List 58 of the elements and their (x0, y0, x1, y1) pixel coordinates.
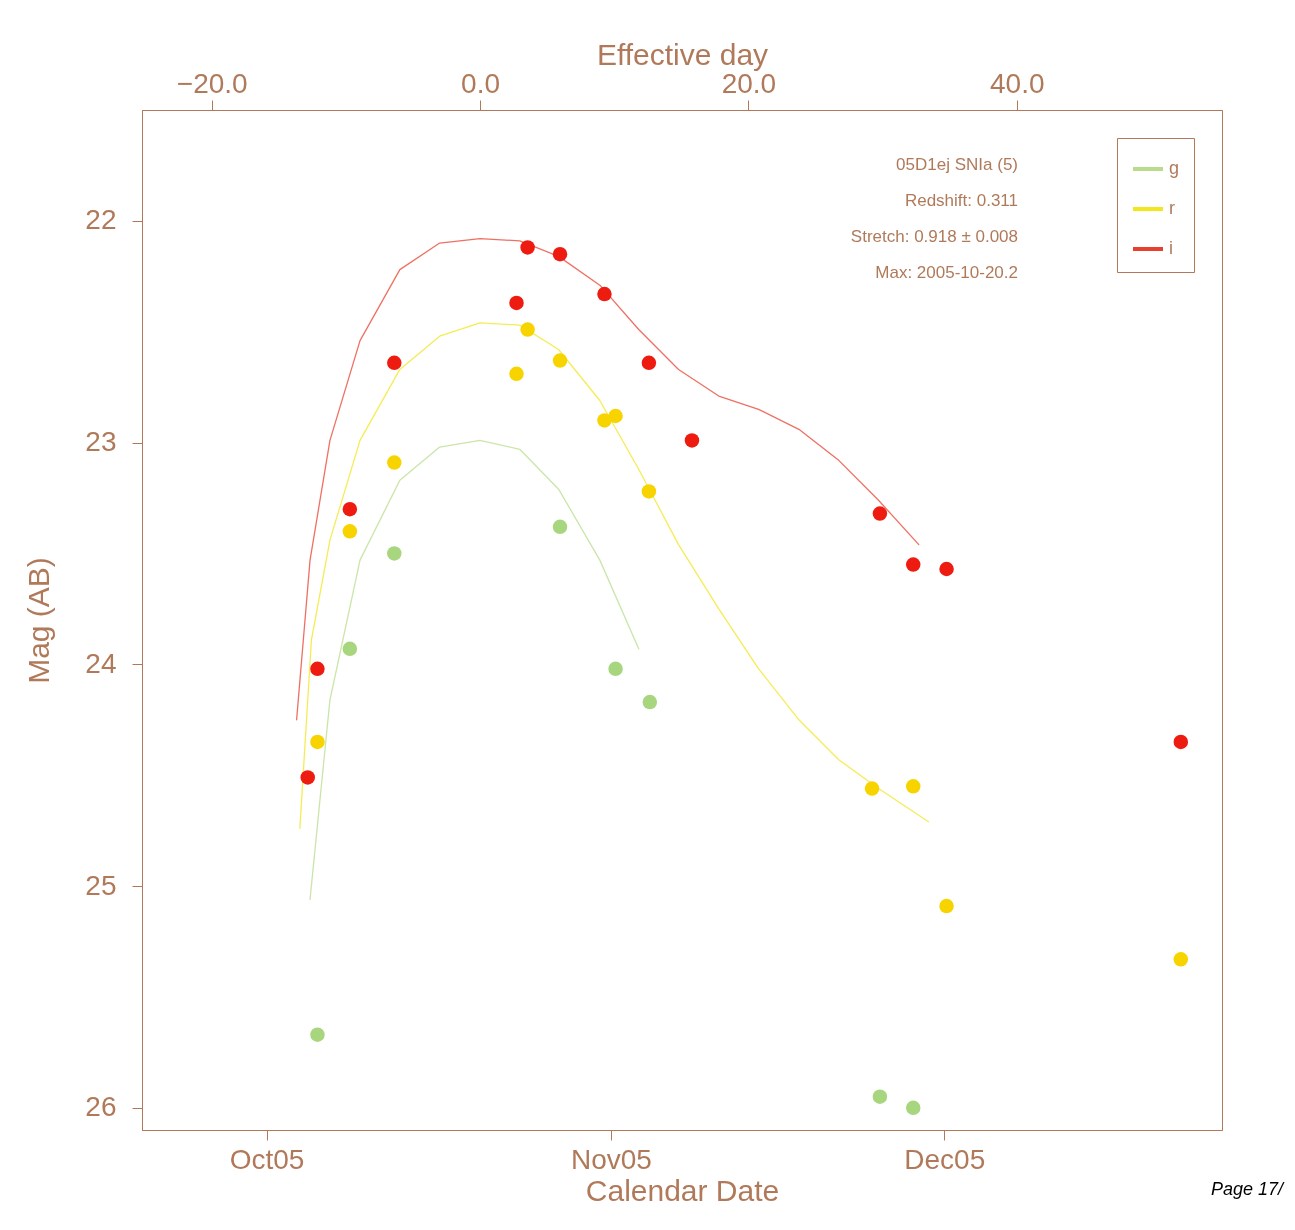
point (509, 366, 524, 382)
point (872, 506, 888, 521)
point (684, 433, 700, 448)
annotation: Redshift: 0.311 (904, 191, 1018, 210)
point (342, 641, 358, 657)
point (509, 295, 524, 311)
y-tick-label: 23 (85, 426, 117, 458)
point (642, 694, 658, 710)
annotation: 05D1ej SNIa (5) (896, 155, 1018, 174)
x-axis-title: Calendar Date (585, 1173, 780, 1207)
y-tick-label: 26 (85, 1091, 117, 1123)
point (342, 501, 358, 517)
x2-axis-title: Effective day (596, 37, 769, 71)
x-tick-label: Oct05 (229, 1143, 305, 1175)
point (387, 455, 402, 470)
y-tick-label: 22 (85, 204, 117, 236)
x2-tick-label: −20.0 (176, 67, 248, 99)
point (387, 546, 402, 561)
point (641, 484, 657, 499)
x2-tick-label: 40.0 (989, 67, 1045, 99)
annotation: Max: 2005-10-20.2 (875, 263, 1018, 282)
text: Page 17/ (1211, 1179, 1286, 1199)
point (872, 1089, 888, 1104)
point (939, 898, 954, 914)
x-tick-label: Nov05 (570, 1143, 652, 1175)
y-tick-label: 24 (85, 647, 117, 679)
y-tick-label: 25 (85, 869, 117, 901)
point (939, 561, 954, 577)
point (864, 781, 880, 796)
point (1173, 734, 1189, 750)
legend-label: i (1169, 238, 1173, 258)
line-series (309, 439, 640, 901)
point (905, 557, 921, 572)
legend-label: g (1169, 158, 1180, 178)
point (552, 519, 568, 535)
point (310, 661, 325, 677)
point (905, 1100, 921, 1116)
point (641, 355, 657, 371)
y-axis-title: Mag (AB) (22, 557, 56, 684)
point (310, 1027, 325, 1042)
x-tick-label: Dec05 (904, 1143, 986, 1175)
point (1173, 952, 1189, 967)
point (597, 286, 612, 302)
point (608, 408, 623, 424)
point (387, 355, 402, 371)
point (342, 524, 358, 539)
annotation: Stretch: 0.918 ± 0.008 (850, 227, 1018, 246)
legend-label: r (1169, 198, 1175, 218)
point (300, 770, 315, 785)
point (608, 661, 623, 677)
point (520, 322, 535, 337)
x2-tick-label: 0.0 (461, 67, 501, 99)
point (552, 353, 568, 368)
point (310, 734, 325, 750)
point (520, 240, 535, 255)
point (552, 246, 568, 262)
point (905, 779, 921, 794)
line-series (299, 322, 930, 830)
